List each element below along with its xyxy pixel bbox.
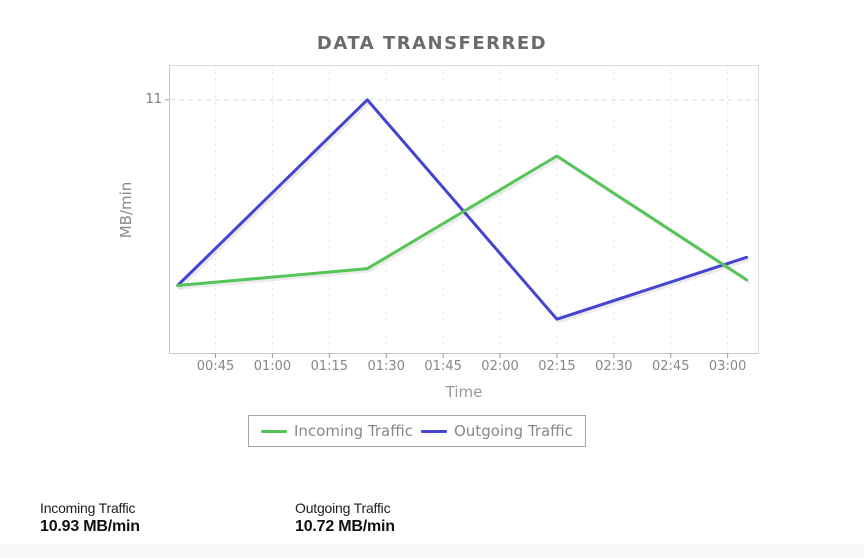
legend-item-incoming[interactable]: Incoming Traffic [261,422,413,440]
x-tick-label: 00:45 [196,359,235,374]
incoming-line-swatch-icon [261,429,287,433]
incoming-stat-value: 10.93 MB/min [40,518,140,535]
x-tick-label: 02:15 [538,359,576,374]
plot-area [165,65,759,358]
x-tick-label: 03:00 [708,359,747,374]
x-tick-label: 01:15 [310,359,349,374]
line-chart-canvas [165,66,758,358]
x-axis-tick-labels: 00:45 01:00 01:15 01:30 01:45 02:00 02:15 02:30… [170,359,758,377]
outgoing-stat-label: Outgoing Traffic [295,500,391,516]
x-tick-label: 01:00 [253,359,292,374]
legend-item-outgoing[interactable]: Outgoing Traffic [421,422,573,440]
chart-legend: Incoming Traffic Outgoing Traffic [248,415,586,447]
incoming-traffic-stat: Incoming Traffic 10.93 MB/min [40,500,140,536]
x-tick-label: 02:45 [652,359,690,374]
footer-strip [0,544,864,558]
outgoing-line-swatch-icon [421,429,447,433]
x-tick-label: 01:30 [367,359,405,374]
chart-title: DATA TRANSFERRED [316,33,548,54]
x-tick-label: 02:30 [595,359,633,374]
y-tick-label: 11 [145,91,162,107]
outgoing-stat-value: 10.72 MB/min [295,518,395,535]
legend-label-incoming: Incoming Traffic [294,422,413,440]
outgoing-traffic-stat: Outgoing Traffic 10.72 MB/min [295,500,395,536]
x-tick-label: 02:00 [481,359,519,374]
incoming-stat-label: Incoming Traffic [40,500,136,516]
legend-label-outgoing: Outgoing Traffic [454,422,573,440]
y-axis-title: MB/min [117,181,135,239]
x-tick-label: 01:45 [424,359,462,374]
x-axis-title: Time [445,383,483,401]
